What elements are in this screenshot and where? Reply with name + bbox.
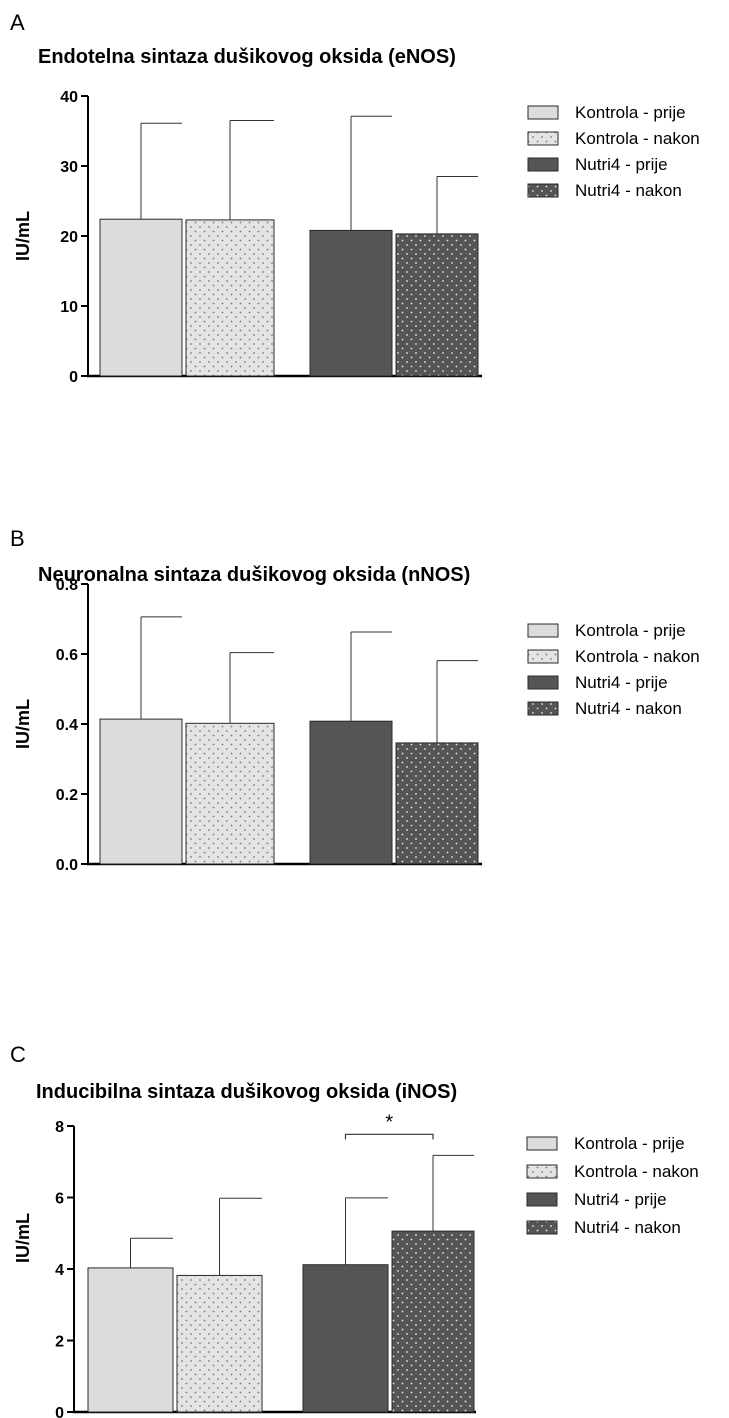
legend-label: Kontrola - nakon [574,1162,699,1181]
y-tick-label: 6 [55,1191,64,1208]
y-tick-label: 10 [60,299,78,316]
y-tick-label: 40 [60,89,78,106]
y-tick-label: 0.0 [56,857,78,874]
chart-plot-area: 0 10 20 30 40 [60,89,482,386]
y-axis-label: IU/mL [13,699,33,749]
legend-label: Kontrola - nakon [575,129,700,148]
y-tick-label: 2 [55,1334,64,1351]
bar [395,742,479,865]
legend-label: Nutri4 - prije [574,1190,667,1209]
panel-letter: B [10,526,25,551]
legend: Kontrola - prije Kontrola - nakon Nutri4 -… [526,1134,699,1237]
chart-title: Inducibilna sintaza dušikovog oksida (iN… [36,1081,457,1103]
bar [99,218,183,377]
chart-plot-area: 0.0 0.2 0.4 0.6 0.8 [56,577,482,874]
y-tick-label: 0 [55,1405,64,1418]
legend: Kontrola - prije Kontrola - nakon Nutri4 -… [527,103,700,200]
legend-label: Kontrola - prije [575,103,686,122]
panel-letter: C [10,1042,26,1067]
bar [185,219,275,377]
legend-label: Nutri4 - prije [575,155,668,174]
y-tick-label: 0.8 [56,577,78,594]
bar [395,233,479,377]
legend-swatch [527,183,559,198]
bar [391,1230,475,1413]
legend-swatch [527,701,559,716]
significance-bracket [344,1133,434,1140]
panel-b: B Neuronalna sintaza dušikovog oksida (n… [10,526,700,874]
legend: Kontrola - prije Kontrola - nakon Nutri4 -… [527,621,700,718]
bar [176,1274,263,1413]
y-tick-label: 8 [55,1119,64,1136]
legend-swatch [527,157,559,172]
legend-swatch [527,131,559,146]
significance-marker: * [385,1111,393,1133]
chart-plot-area: 0 2 4 6 8 * [55,1111,476,1418]
legend-label: Nutri4 - nakon [575,181,682,200]
legend-swatch [527,675,559,690]
panel-letter: A [10,10,25,35]
bar [302,1264,389,1413]
legend-label: Nutri4 - nakon [575,699,682,718]
y-tick-label: 0.4 [56,717,78,734]
y-tick-label: 0.6 [56,647,78,664]
legend-swatch [526,1136,558,1151]
y-axis-label: IU/mL [13,1213,33,1263]
y-tick-label: 30 [60,159,78,176]
panel-c: C Inducibilna sintaza dušikovog oksida (… [10,1042,699,1418]
legend-label: Kontrola - nakon [575,647,700,666]
legend-swatch [526,1164,558,1179]
panel-a: A Endotelna sintaza dušikovog oksida (eN… [10,10,700,386]
legend-label: Kontrola - prije [575,621,686,640]
legend-swatch [527,623,559,638]
chart-title: Endotelna sintaza dušikovog oksida (eNOS… [38,46,456,68]
y-axis-label: IU/mL [13,211,33,261]
y-tick-label: 20 [60,229,78,246]
bar [99,718,183,865]
bar [309,229,393,377]
bar [309,720,393,865]
legend-label: Kontrola - prije [574,1134,685,1153]
y-tick-label: 0.2 [56,787,78,804]
chart-title: Neuronalna sintaza dušikovog oksida (nNO… [38,564,470,586]
y-tick-label: 0 [69,369,78,386]
legend-swatch [527,649,559,664]
legend-label: Nutri4 - prije [575,673,668,692]
legend-swatch [526,1220,558,1235]
legend-label: Nutri4 - nakon [574,1218,681,1237]
legend-swatch [526,1192,558,1207]
legend-swatch [527,105,559,120]
bar [87,1267,174,1413]
bar [185,722,275,865]
y-tick-label: 4 [55,1262,64,1279]
